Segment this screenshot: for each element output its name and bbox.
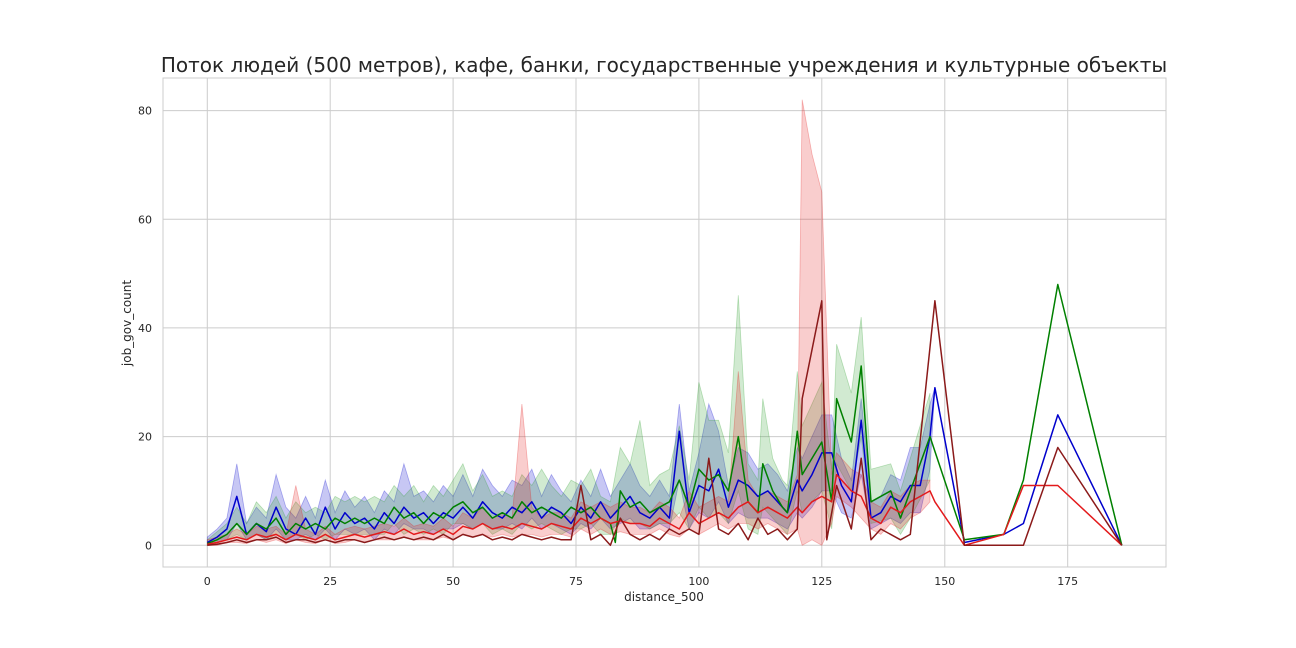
- x-tick-labels: 0 25 50 75 100 125 150 175: [204, 575, 1078, 588]
- series-lines: [206, 283, 1123, 547]
- series-0-confidence-band: [206, 387, 936, 546]
- series-2-line: [207, 473, 1123, 547]
- y-tick-label: 20: [138, 431, 152, 444]
- x-tick-label: 150: [934, 575, 955, 588]
- chart-title: Поток людей (500 метров), кафе, банки, г…: [161, 53, 1167, 77]
- y-tick-label: 80: [138, 105, 152, 118]
- x-tick-label: 75: [569, 575, 583, 588]
- x-tick-label: 50: [446, 575, 460, 588]
- series-2-confidence-band: [206, 99, 931, 546]
- x-tick-label: 100: [688, 575, 709, 588]
- x-tick-label: 175: [1057, 575, 1078, 588]
- x-tick-label: 125: [811, 575, 832, 588]
- series-1-confidence-band: [206, 295, 931, 546]
- series-0-line: [206, 386, 1123, 546]
- x-tick-label: 0: [204, 575, 211, 588]
- y-tick-labels: 0 20 40 60 80: [138, 105, 152, 553]
- y-tick-label: 0: [145, 539, 152, 552]
- y-tick-label: 60: [138, 213, 152, 226]
- plot-frame: [162, 77, 1167, 568]
- y-axis-label: job_gov_count: [120, 280, 134, 368]
- confidence-bands: [206, 99, 936, 546]
- series-3-line: [207, 300, 1123, 547]
- y-tick-label: 40: [138, 322, 152, 335]
- x-axis-label: distance_500: [624, 590, 704, 604]
- x-tick-label: 25: [323, 575, 337, 588]
